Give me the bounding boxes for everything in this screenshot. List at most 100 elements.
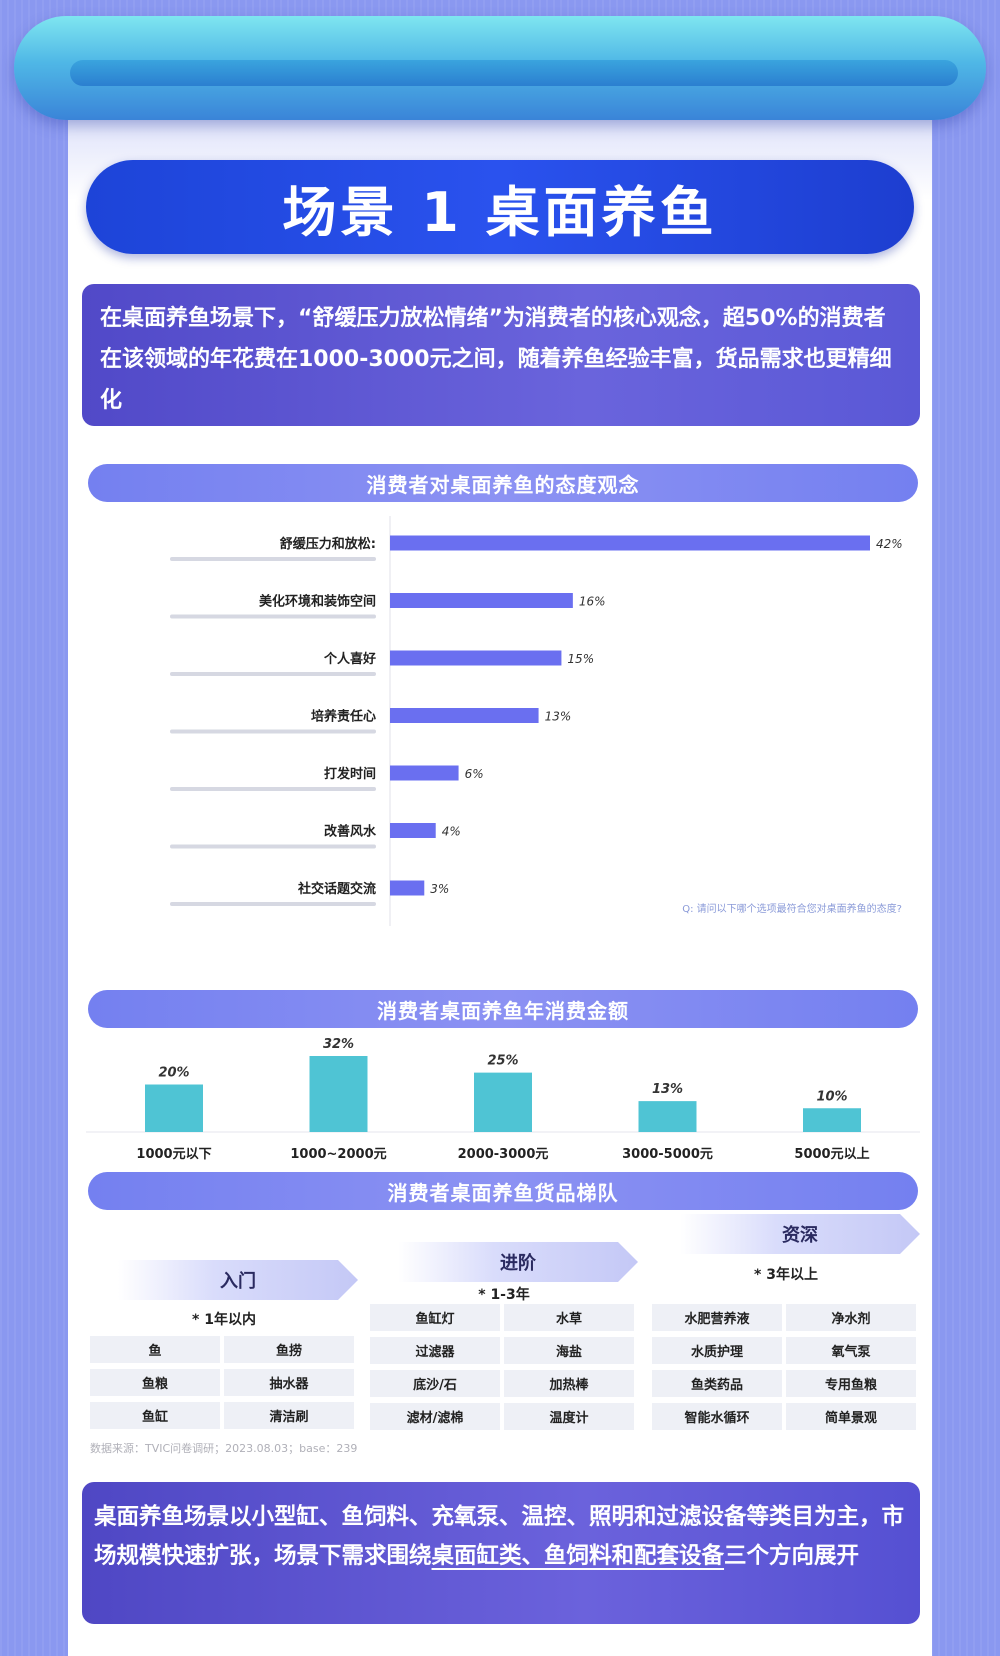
- spending-value-label: 20%: [158, 1066, 189, 1081]
- intro-text: 在桌面养鱼场景下，“舒缓压力放松情绪”为消费者的核心观念，超50%的消费者在该领…: [100, 306, 892, 413]
- conclusion-text-2: 三个方向展开: [724, 1543, 860, 1569]
- attitude-value-label: 13%: [545, 710, 572, 724]
- attitude-value-label: 16%: [579, 595, 606, 609]
- tier-item: 加热棒: [504, 1370, 634, 1397]
- attitude-category-label: 打发时间: [324, 766, 376, 782]
- tier-arrow: 资深: [680, 1214, 920, 1254]
- attitude-bar: [390, 708, 539, 723]
- spending-value-label: 13%: [652, 1082, 683, 1097]
- spending-value-label: 32%: [323, 1037, 354, 1052]
- tier-item-row: 智能水循环 简单景观: [652, 1403, 920, 1430]
- conclusion-text-1: 桌面养鱼场景以小型缸、鱼饲料、充氧泵、温控、照明和过滤设备等类目为主，市场规模快…: [94, 1504, 905, 1569]
- attitude-value-label: 4%: [442, 825, 461, 839]
- tier-item-row: 鱼类药品 专用鱼粮: [652, 1370, 920, 1397]
- attitude-desc-placeholder: [170, 902, 376, 906]
- tier-item: 水肥营养液: [652, 1304, 782, 1331]
- conclusion-underlined: 桌面缸类、鱼饲料和配套设备: [431, 1543, 725, 1569]
- attitude-desc-placeholder: [170, 557, 376, 561]
- attitude-value-label: 15%: [567, 652, 594, 666]
- tier-item: 抽水器: [224, 1369, 354, 1396]
- spending-value-label: 10%: [816, 1089, 847, 1104]
- attitude-category-label: 个人喜好: [323, 651, 376, 667]
- attitude-value-label: 6%: [465, 767, 484, 781]
- spending-category-label: 1000~2000元: [290, 1147, 386, 1162]
- tier-years: * 3年以上: [754, 1267, 818, 1283]
- tier-item: 清洁刷: [224, 1402, 354, 1429]
- tier-item-row: 滤材/滤棉 温度计: [370, 1403, 638, 1430]
- section-title-spending-text: 消费者桌面养鱼年消费金额: [377, 998, 629, 1023]
- tier-item: 专用鱼粮: [786, 1370, 916, 1397]
- tier-arrow: 进阶: [398, 1242, 638, 1282]
- attitude-value-label: 42%: [876, 537, 903, 551]
- spending-bar: [309, 1056, 368, 1132]
- section-title-attitude: 消费者对桌面养鱼的态度观念: [88, 464, 918, 502]
- spending-category-label: 3000-5000元: [622, 1147, 713, 1162]
- tier-item: 温度计: [504, 1403, 634, 1430]
- tier-item-row: 鱼鱼捞: [90, 1336, 358, 1363]
- scroll-roll: [14, 16, 986, 120]
- tier-item: 氧气泵: [786, 1337, 916, 1364]
- conclusion-box: 桌面养鱼场景以小型缸、鱼饲料、充氧泵、温控、照明和过滤设备等类目为主，市场规模快…: [82, 1482, 920, 1624]
- tier-item: 鱼: [90, 1336, 220, 1363]
- spending-category-label: 5000元以上: [794, 1147, 869, 1162]
- attitude-bar: [390, 765, 459, 781]
- spending-category-label: 2000-3000元: [458, 1147, 549, 1162]
- tier-item-row: 鱼缸灯 水草: [370, 1304, 638, 1331]
- page-title: 场景 1 桌面养鱼: [282, 180, 718, 244]
- tier-item: 智能水循环: [652, 1403, 782, 1430]
- tier-item: 底沙/石: [370, 1370, 500, 1397]
- tier-item-row: 鱼缸 清洁刷: [90, 1402, 358, 1429]
- tier-item: 水质护理: [652, 1337, 782, 1364]
- attitude-bar: [390, 880, 425, 896]
- tier-years: * 1年以内: [192, 1312, 256, 1328]
- scroll-roll-inner: [70, 60, 958, 86]
- tier-item-row: 过滤器 海盐: [370, 1337, 638, 1364]
- tier-item: 鱼缸灯: [370, 1304, 500, 1331]
- spending-bar: [474, 1072, 532, 1132]
- attitude-category-label: 改善风水: [324, 824, 377, 840]
- tier-name: 入门: [220, 1271, 256, 1292]
- tier-item: 鱼缸: [90, 1402, 220, 1429]
- section-title-tiers: 消费者桌面养鱼货品梯队: [88, 1172, 918, 1210]
- tier-item: 水草: [504, 1304, 634, 1331]
- attitude-bar: [390, 650, 562, 666]
- attitude-category-label: 社交话题交流: [297, 881, 376, 897]
- attitude-bar-chart: 舒缓压力和放松: 42% 美化环境和装饰空间 16% 个人喜好 15% 培养责任心 13% 打发…: [170, 516, 903, 926]
- tier-item: 过滤器: [370, 1337, 500, 1364]
- tier-item: 鱼捞: [224, 1336, 354, 1363]
- tier-arrow: 入门: [118, 1260, 358, 1300]
- tier-item: 鱼粮: [90, 1369, 220, 1396]
- title-banner: 场景 1 桌面养鱼: [86, 160, 914, 254]
- spending-bar-chart: 20% 1000元以下 32% 1000~2000元 25% 2000-3000元 13% 3…: [86, 1037, 920, 1162]
- section-title-attitude-text: 消费者对桌面养鱼的态度观念: [366, 472, 640, 497]
- tier-item: 滤材/滤棉: [370, 1403, 500, 1430]
- tier-item: 海盐: [504, 1337, 634, 1364]
- attitude-value-label: 3%: [430, 882, 449, 896]
- attitude-question-note: Q: 请问以下哪个选项最符合您对桌面养鱼的态度?: [682, 902, 902, 915]
- tier-name: 资深: [782, 1225, 818, 1246]
- tier-item: 净水剂: [786, 1304, 916, 1331]
- tier-item-row: 鱼粮 抽水器: [90, 1369, 358, 1396]
- section-title-tiers-text: 消费者桌面养鱼货品梯队: [387, 1180, 619, 1205]
- attitude-desc-placeholder: [170, 844, 376, 849]
- attitude-bar: [390, 823, 436, 838]
- spending-bar: [145, 1084, 203, 1132]
- data-source: 数据来源：TVIC问卷调研；2023.08.03；base：239: [90, 1442, 358, 1455]
- tier-item-row: 底沙/石 加热棒: [370, 1370, 638, 1397]
- spending-bar: [803, 1108, 861, 1132]
- tier-item-row: 水质护理 氧气泵: [652, 1337, 920, 1364]
- intro-box: 在桌面养鱼场景下，“舒缓压力放松情绪”为消费者的核心观念，超50%的消费者在该领…: [82, 284, 920, 426]
- attitude-category-label: 舒缓压力和放松:: [280, 536, 376, 552]
- attitude-desc-placeholder: [170, 614, 376, 619]
- attitude-category-label: 培养责任心: [311, 709, 376, 725]
- tier-item: 简单景观: [786, 1403, 916, 1430]
- tier-name: 进阶: [500, 1253, 536, 1274]
- spending-value-label: 25%: [487, 1054, 518, 1069]
- attitude-desc-placeholder: [170, 729, 376, 734]
- section-title-spending: 消费者桌面养鱼年消费金额: [88, 990, 918, 1028]
- attitude-category-label: 美化环境和装饰空间: [259, 594, 376, 610]
- attitude-bar: [390, 593, 573, 608]
- spending-bar: [638, 1101, 697, 1132]
- tier-item-row: 水肥营养液 净水剂: [652, 1304, 920, 1331]
- tier-item: 鱼类药品: [652, 1370, 782, 1397]
